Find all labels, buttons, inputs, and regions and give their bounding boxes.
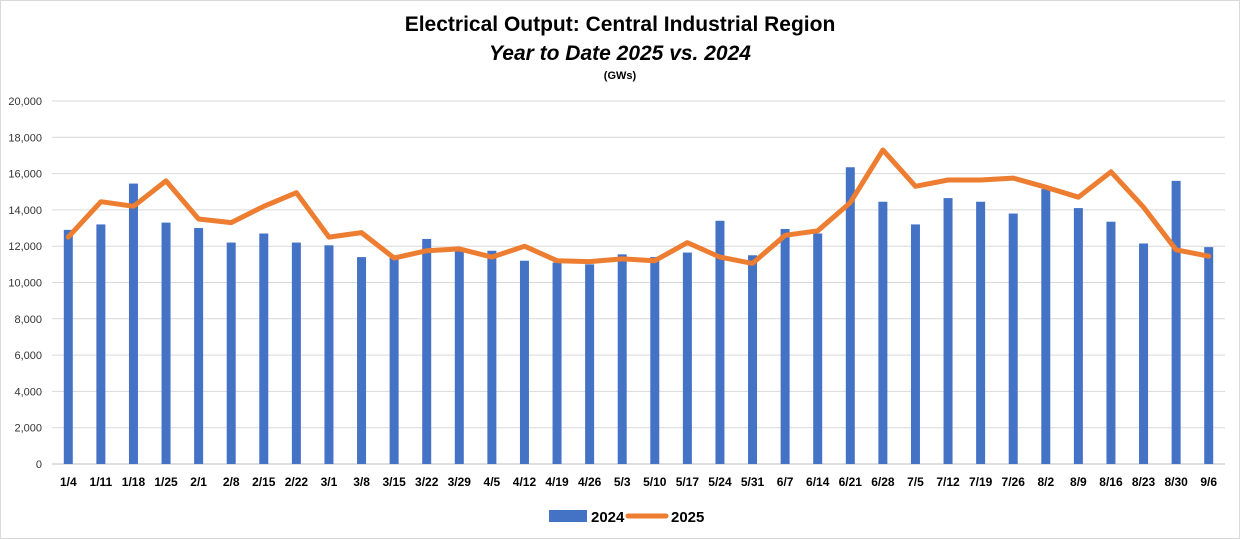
x-tick-label: 8/9	[1070, 475, 1087, 489]
chart-subtitle: Year to Date 2025 vs. 2024	[489, 42, 751, 65]
bar	[259, 233, 269, 464]
x-tick-label: 5/17	[676, 475, 700, 489]
x-tick-label: 4/12	[513, 475, 537, 489]
bar	[96, 224, 106, 464]
x-tick-label: 7/12	[936, 475, 960, 489]
bar	[226, 242, 236, 464]
y-tick-label: 16,000	[8, 169, 42, 181]
x-tick-label: 3/22	[415, 475, 439, 489]
bar	[454, 249, 464, 464]
y-tick-label: 20,000	[8, 96, 42, 108]
bar	[291, 242, 301, 464]
y-axis-ticks: 0 2,000 4,000 6,000 8,000 10,000 12,000 14,000 1…	[8, 96, 42, 471]
bar	[552, 262, 562, 464]
bar	[519, 260, 529, 464]
x-tick-label: 1/4	[60, 475, 77, 489]
x-tick-label: 8/2	[1037, 475, 1054, 489]
x-tick-label: 5/24	[708, 475, 732, 489]
x-tick-label: 3/29	[448, 475, 472, 489]
y-tick-label: 2,000	[14, 423, 42, 435]
x-tick-label: 8/16	[1099, 475, 1123, 489]
x-tick-label: 7/26	[1002, 475, 1026, 489]
y-tick-label: 14,000	[8, 205, 42, 217]
y-tick-label: 18,000	[8, 132, 42, 144]
bar	[1204, 247, 1214, 464]
x-tick-label: 3/15	[382, 475, 406, 489]
bar	[780, 228, 790, 464]
x-tick-label: 1/18	[122, 475, 146, 489]
gridlines	[52, 100, 1225, 465]
x-tick-label: 6/28	[871, 475, 895, 489]
bar	[910, 224, 920, 464]
x-axis-ticks: 1/4 1/11 1/18 1/25 2/1 2/8 2/15 2/22 3/1 3/8 3/15 3…	[60, 475, 1217, 489]
x-tick-label: 6/21	[839, 475, 863, 489]
bar	[194, 228, 204, 464]
bar	[813, 233, 823, 464]
x-tick-label: 2/8	[223, 475, 240, 489]
bar	[1106, 221, 1116, 464]
bar	[1041, 189, 1051, 464]
y-tick-label: 8,000	[14, 314, 42, 326]
bar	[617, 254, 627, 464]
bar	[682, 252, 692, 464]
bars-2024	[63, 167, 1214, 465]
chart-unit-label: (GWs)	[603, 70, 637, 82]
x-tick-label: 4/5	[484, 475, 501, 489]
x-tick-label: 9/6	[1200, 475, 1217, 489]
x-tick-label: 7/19	[969, 475, 993, 489]
y-tick-label: 6,000	[14, 350, 42, 362]
bar	[1139, 243, 1149, 464]
x-tick-label: 7/5	[907, 475, 924, 489]
x-tick-label: 3/8	[353, 475, 370, 489]
x-tick-label: 5/3	[614, 475, 631, 489]
bar	[1171, 180, 1181, 465]
y-tick-label: 0	[36, 459, 42, 471]
bar	[389, 257, 399, 464]
bar	[715, 220, 725, 464]
x-tick-label: 4/26	[578, 475, 602, 489]
bar	[63, 229, 73, 464]
x-tick-label: 2/15	[252, 475, 276, 489]
x-tick-label: 2/1	[190, 475, 207, 489]
legend-label-2024: 2024	[591, 509, 625, 526]
bar	[357, 257, 367, 464]
legend-swatch-2024	[549, 510, 587, 522]
x-tick-label: 3/1	[321, 475, 338, 489]
y-tick-label: 4,000	[14, 386, 42, 398]
bar	[161, 222, 171, 464]
legend-label-2025: 2025	[671, 509, 704, 526]
y-tick-label: 12,000	[8, 241, 42, 253]
x-tick-label: 1/25	[154, 475, 178, 489]
bar	[1073, 208, 1083, 464]
bar	[324, 245, 334, 464]
bar	[487, 250, 497, 464]
bar	[650, 257, 660, 464]
line-2025	[65, 147, 1212, 266]
bar	[1008, 213, 1018, 464]
bar	[845, 167, 855, 464]
bar	[878, 201, 888, 465]
x-tick-label: 1/11	[90, 475, 113, 489]
x-tick-label: 4/19	[545, 475, 569, 489]
bar	[943, 198, 953, 465]
bar	[748, 255, 758, 464]
bar	[976, 201, 986, 465]
x-tick-label: 5/31	[741, 475, 765, 489]
series-line	[65, 147, 1212, 266]
y-tick-label: 10,000	[8, 278, 42, 290]
x-tick-label: 8/23	[1132, 475, 1156, 489]
x-tick-label: 6/7	[777, 475, 794, 489]
x-tick-label: 2/22	[285, 475, 309, 489]
bar	[422, 238, 432, 464]
legend: 2024 2025	[549, 509, 704, 526]
bar	[585, 264, 595, 464]
x-tick-label: 5/10	[643, 475, 667, 489]
x-tick-label: 8/30	[1164, 475, 1188, 489]
x-tick-label: 6/14	[806, 475, 830, 489]
chart-title: Electrical Output: Central Industrial Re…	[404, 13, 836, 36]
bar	[128, 183, 138, 464]
